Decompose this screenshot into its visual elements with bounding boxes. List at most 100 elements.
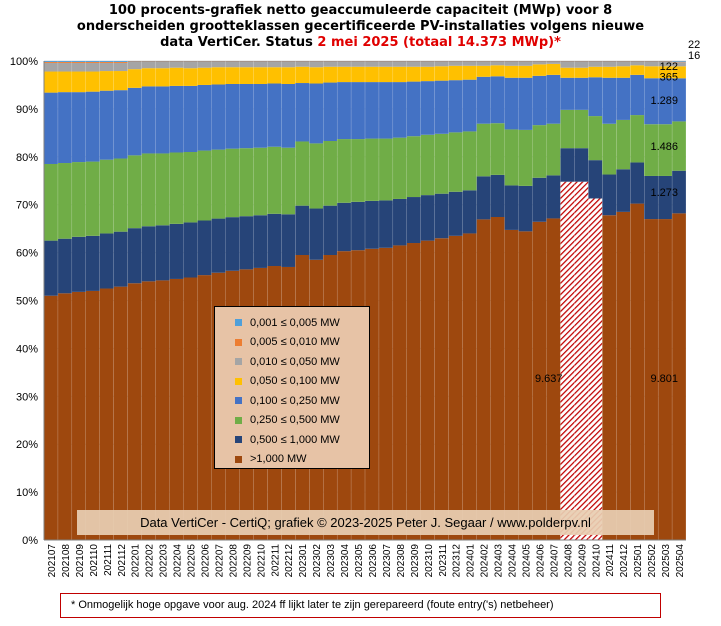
bar-segment bbox=[574, 148, 589, 182]
bar-segment bbox=[44, 240, 58, 296]
bar-segment bbox=[72, 236, 86, 292]
bar-segment bbox=[476, 76, 491, 124]
bar-segment bbox=[644, 124, 658, 176]
bar-segment bbox=[393, 61, 407, 67]
bar-segment bbox=[672, 66, 686, 79]
legend-swatch bbox=[235, 358, 242, 366]
bar-segment bbox=[560, 77, 575, 110]
bar-segment bbox=[476, 65, 491, 77]
legend-item: 0,100 ≤ 0,250 MW bbox=[215, 391, 369, 411]
bar-segment bbox=[183, 61, 198, 69]
bar-segment bbox=[602, 215, 617, 540]
legend-item: 0,250 ≤ 0,500 MW bbox=[215, 411, 369, 431]
bar-segment bbox=[267, 67, 282, 84]
bar-segment bbox=[211, 61, 226, 68]
x-tick-label: 202207 bbox=[214, 544, 225, 578]
data-label: 122 bbox=[660, 61, 678, 73]
bar-segment bbox=[85, 71, 100, 92]
bar-segment bbox=[155, 225, 170, 281]
bar-segment bbox=[574, 67, 589, 78]
x-tick-label: 202410 bbox=[591, 544, 602, 578]
bar-segment bbox=[239, 216, 254, 270]
legend-swatch bbox=[235, 455, 242, 463]
x-tick-label: 202303 bbox=[326, 544, 337, 578]
x-tick-label: 202501 bbox=[633, 544, 644, 578]
bar-segment bbox=[323, 140, 337, 206]
bar-segment bbox=[462, 233, 477, 540]
title-line-1: 100 procents-grafiek netto geaccumuleerd… bbox=[108, 3, 613, 18]
bar-segment bbox=[546, 175, 561, 219]
bar-segment bbox=[434, 133, 449, 194]
bar-segment bbox=[99, 159, 114, 234]
title-line-3: data VertiCer. Status 2 mei 2025 (totaal… bbox=[0, 35, 721, 51]
bar-segment bbox=[546, 61, 561, 64]
x-tick-label: 202411 bbox=[605, 544, 616, 577]
bar-segment bbox=[546, 123, 561, 176]
x-tick-label: 202404 bbox=[508, 544, 519, 578]
y-tick-label: 80% bbox=[16, 152, 38, 164]
x-tick-label: 202306 bbox=[368, 544, 379, 578]
bar-segment bbox=[253, 215, 268, 268]
bar-segment bbox=[169, 67, 184, 86]
bar-segment bbox=[127, 69, 142, 88]
bar-segment bbox=[588, 61, 603, 67]
bar-segment bbox=[183, 152, 198, 223]
chart-title: 100 procents-grafiek netto geaccumuleerd… bbox=[0, 3, 721, 51]
bar-segment bbox=[197, 84, 212, 151]
x-tick-label: 202210 bbox=[256, 544, 267, 578]
bar-segment bbox=[658, 66, 672, 79]
bar-segment bbox=[211, 67, 226, 85]
bar-segment bbox=[99, 61, 114, 63]
bar-segment bbox=[602, 174, 617, 216]
data-label: 9.637 bbox=[535, 373, 563, 385]
legend-item: 0,001 ≤ 0,005 MW bbox=[215, 313, 369, 333]
bar-segment bbox=[155, 68, 170, 87]
bar-segment bbox=[44, 61, 58, 62]
bar-segment bbox=[379, 82, 393, 139]
bar-segment bbox=[253, 147, 268, 216]
bar-segment bbox=[630, 74, 645, 116]
bar-segment bbox=[113, 231, 128, 287]
bar-segment bbox=[183, 85, 198, 153]
bar-segment bbox=[169, 278, 184, 540]
bar-segment bbox=[113, 62, 128, 72]
bar-segment bbox=[518, 129, 533, 186]
bar-segment bbox=[295, 205, 310, 255]
x-tick-label: 202311 bbox=[438, 544, 449, 577]
bar-segment bbox=[602, 123, 617, 175]
bar-segment bbox=[365, 61, 379, 67]
bar-segment bbox=[406, 243, 421, 540]
data-label: 1.273 bbox=[650, 187, 678, 199]
x-tick-label: 202309 bbox=[410, 544, 421, 578]
x-tick-label: 202208 bbox=[228, 544, 239, 578]
legend-label: 0,500 ≤ 1,000 MW bbox=[250, 433, 340, 446]
bar-segment bbox=[155, 86, 170, 154]
bar-segment bbox=[630, 65, 645, 75]
bar-segment bbox=[225, 217, 240, 271]
bar-segment bbox=[85, 161, 100, 236]
credit-banner: Data VertiCer - CertiQ; grafiek © 2023-2… bbox=[77, 510, 654, 535]
bar-segment bbox=[560, 109, 575, 149]
bar-segment bbox=[546, 218, 561, 540]
bar-segment bbox=[113, 90, 128, 159]
bar-segment bbox=[225, 61, 240, 68]
x-tick-label: 202107 bbox=[47, 544, 58, 578]
bar-segment bbox=[462, 131, 477, 191]
title-highlight: 2 mei 2025 (totaal 14.373 MWp)* bbox=[317, 35, 561, 50]
bar-segment bbox=[58, 92, 72, 164]
bar-segment bbox=[183, 68, 198, 86]
bar-segment bbox=[379, 247, 393, 540]
bar-segment bbox=[309, 208, 324, 260]
bar-segment bbox=[393, 66, 407, 83]
bar-segment bbox=[379, 66, 393, 83]
x-tick-label: 202112 bbox=[117, 544, 128, 577]
x-tick-label: 202409 bbox=[577, 544, 588, 578]
x-tick-label: 202310 bbox=[424, 544, 435, 578]
bar-segment bbox=[197, 67, 212, 85]
bar-segment bbox=[99, 71, 114, 91]
bar-segment bbox=[281, 83, 296, 148]
bar-segment bbox=[504, 61, 519, 66]
bar-segment bbox=[462, 79, 477, 132]
bar-segment bbox=[72, 162, 86, 237]
bar-segment bbox=[504, 129, 519, 186]
